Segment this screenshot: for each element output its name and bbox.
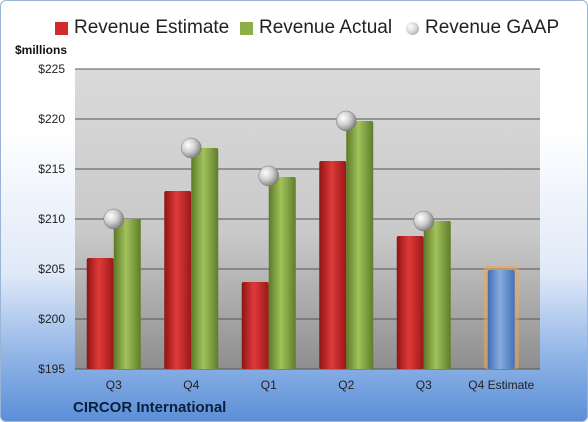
x-tick-label: Q2 <box>338 378 354 392</box>
x-tick-label: Q4 <box>183 378 199 392</box>
bar-revenue-actual <box>423 221 451 369</box>
bar-revenue-actual <box>268 177 296 369</box>
y-tick-label: $210 <box>38 212 65 226</box>
x-tick-label: Q3 <box>416 378 432 392</box>
legend-label-estimate: Revenue Estimate <box>74 17 230 38</box>
bar-revenue-actual <box>191 148 219 369</box>
legend-item-revenue-estimate: Revenue Estimate <box>55 17 229 39</box>
legend-swatch-actual <box>240 21 253 35</box>
y-axis-unit-label: $millions <box>15 43 68 57</box>
legend-sphere-gaap <box>406 21 419 35</box>
y-tick-label: $215 <box>38 162 65 176</box>
gaap-marker <box>181 137 202 159</box>
bar-q4-estimate <box>487 270 515 369</box>
bar-revenue-estimate <box>86 258 114 369</box>
x-axis-ticks: Q3 Q4 Q1 Q2 Q3 Q4 Estimate <box>106 378 535 392</box>
bar-revenue-estimate <box>396 236 424 369</box>
y-tick-label: $200 <box>38 312 65 326</box>
bars <box>86 121 519 369</box>
legend-swatch-estimate <box>55 21 68 35</box>
bar-revenue-actual <box>113 219 141 369</box>
x-tick-label: Q1 <box>261 378 277 392</box>
bar-revenue-estimate <box>319 161 347 369</box>
y-tick-label: $195 <box>38 362 65 376</box>
bar-revenue-estimate <box>241 282 269 369</box>
y-tick-label: $220 <box>38 112 65 126</box>
company-name: CIRCOR International <box>73 399 227 416</box>
gaap-marker <box>103 208 124 230</box>
x-tick-label: Q4 Estimate <box>468 378 534 392</box>
gridlines <box>75 68 540 370</box>
legend-label-actual: Revenue Actual <box>259 17 393 38</box>
gaap-marker <box>413 210 434 232</box>
gaap-markers <box>103 110 434 232</box>
bar-revenue-estimate <box>164 191 192 369</box>
legend-label-gaap: Revenue GAAP <box>425 17 560 38</box>
bar-revenue-actual <box>346 121 374 369</box>
legend: Revenue Estimate Revenue Actual Revenue … <box>1 17 587 41</box>
gaap-marker <box>258 165 279 187</box>
y-tick-label: $225 <box>38 62 65 76</box>
y-axis-ticks: $195 $200 $205 $210 $215 $220 $225 <box>38 62 65 376</box>
y-tick-label: $205 <box>38 262 65 276</box>
legend-item-revenue-gaap: Revenue GAAP <box>406 17 559 39</box>
x-tick-label: Q3 <box>106 378 122 392</box>
gaap-marker <box>336 110 357 132</box>
legend-item-revenue-actual: Revenue Actual <box>240 17 392 39</box>
